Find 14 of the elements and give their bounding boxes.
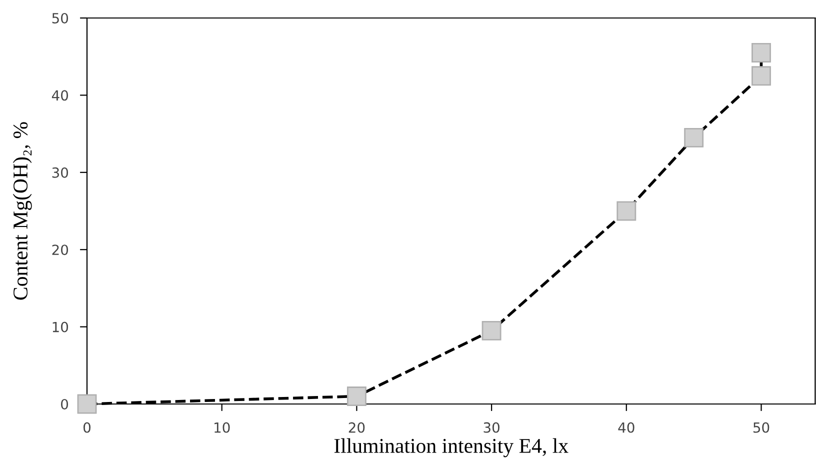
y-tick-label: 50 (52, 12, 68, 24)
y-tick-label: 40 (52, 90, 68, 101)
x-axis-title: Illumination intensity E4, lx (334, 438, 568, 458)
x-tick-label: 0 (83, 422, 90, 433)
x-tick-label: 50 (753, 422, 770, 433)
y-axis-title: Content Mg(OH)₂, % (12, 122, 32, 300)
x-tick-label: 10 (214, 422, 230, 433)
x-tick-label: 40 (618, 422, 634, 433)
x-tick-label: 20 (348, 422, 365, 433)
y-tick-label: 0 (61, 398, 68, 410)
y-tick-label: 10 (52, 322, 68, 332)
y-tick-label: 30 (52, 167, 68, 178)
x-tick-label: 30 (484, 422, 500, 433)
y-tick-label: 20 (52, 244, 68, 256)
